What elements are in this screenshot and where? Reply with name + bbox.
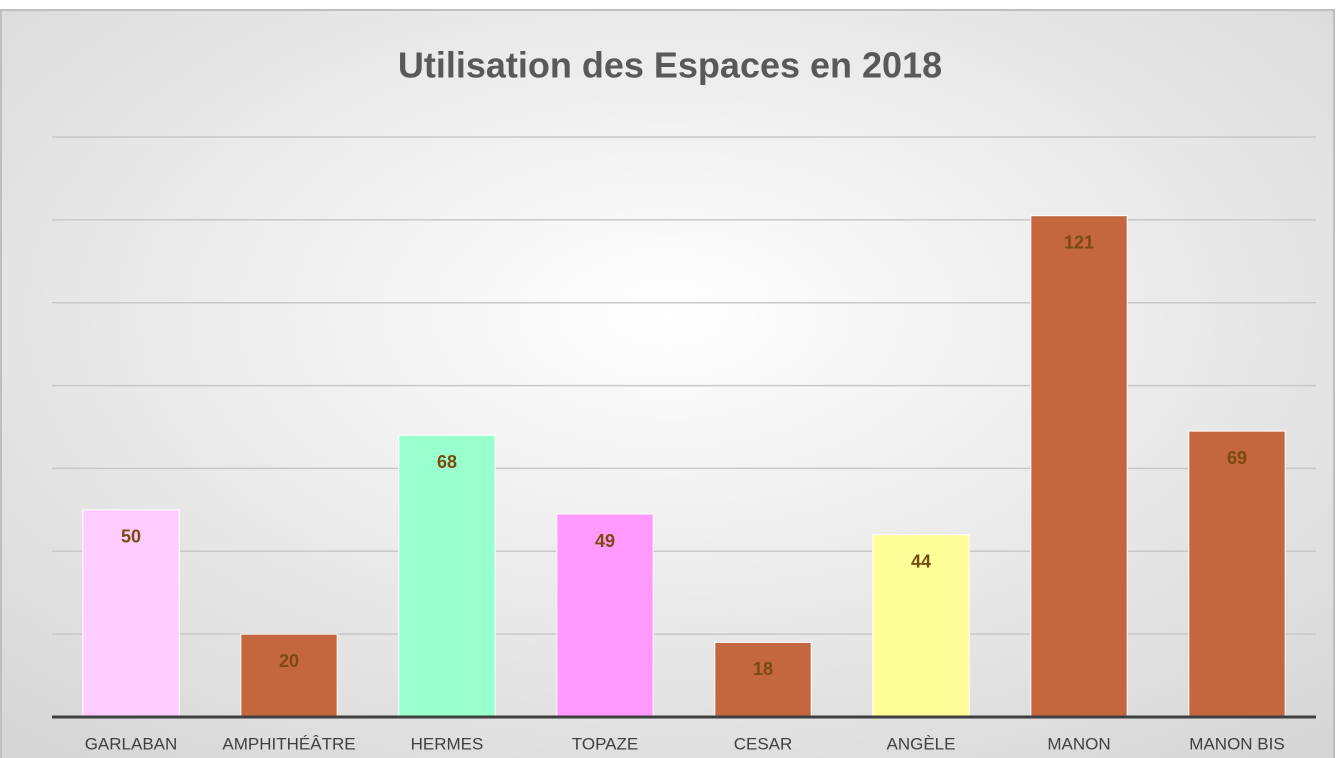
data-label: 68: [437, 452, 457, 472]
data-label: 121: [1064, 232, 1094, 252]
bar: [1188, 430, 1286, 718]
bar: [556, 513, 654, 718]
bar: [1030, 215, 1128, 718]
bar: [872, 534, 970, 718]
x-tick-label: ANGÈLE: [887, 734, 956, 753]
chart-title: Utilisation des Espaces en 2018: [398, 45, 942, 86]
x-tick-label: GARLABAN: [85, 734, 178, 753]
data-label: 20: [279, 651, 299, 671]
bar: [82, 509, 180, 718]
chart-background: [0, 9, 1335, 758]
x-tick-label: AMPHITHÉÂTRE: [222, 734, 355, 753]
data-label: 44: [911, 551, 931, 571]
x-tick-label: HERMES: [411, 734, 484, 753]
data-label: 69: [1227, 448, 1247, 468]
bar: [714, 641, 812, 718]
x-tick-label: MANON BIS: [1189, 734, 1284, 753]
data-label: 49: [595, 531, 615, 551]
data-label: 18: [753, 659, 773, 679]
x-tick-label: TOPAZE: [572, 734, 638, 753]
x-tick-label: CESAR: [734, 734, 793, 753]
bar: [398, 434, 496, 718]
data-label: 50: [121, 527, 141, 547]
x-tick-label: MANON: [1047, 734, 1110, 753]
bar: [240, 633, 338, 718]
